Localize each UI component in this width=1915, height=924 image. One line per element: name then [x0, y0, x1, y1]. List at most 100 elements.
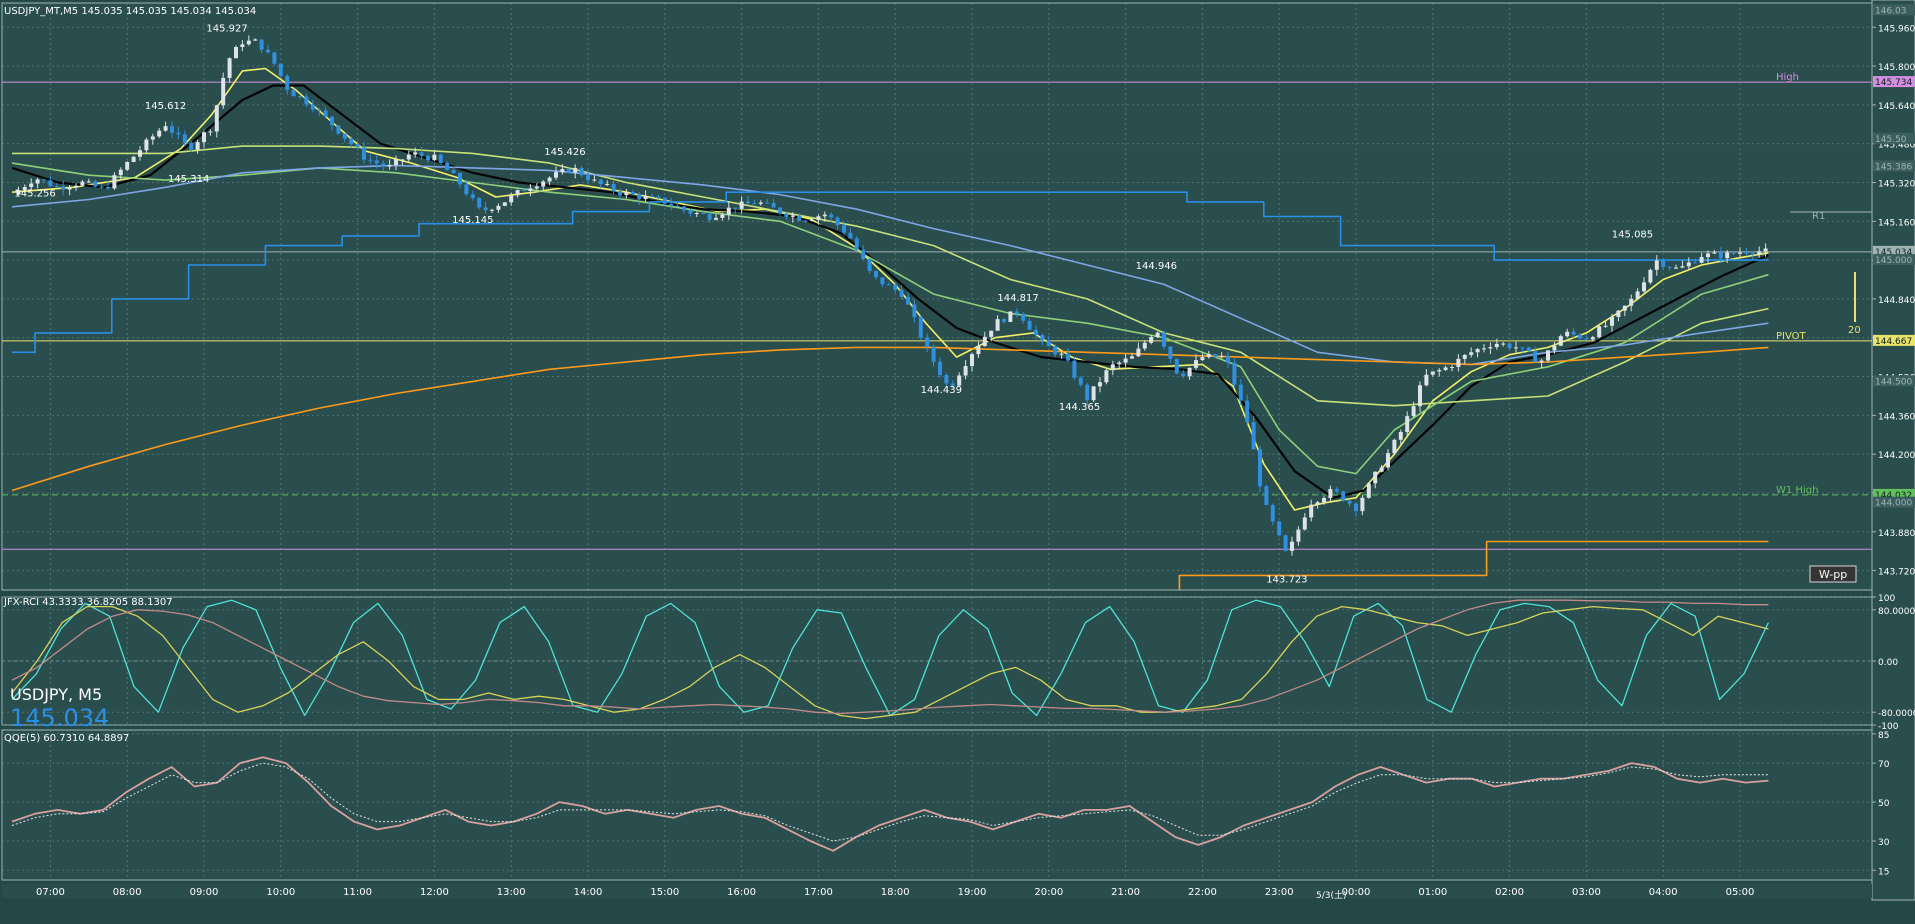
candle-body: [1642, 282, 1646, 292]
candle-body: [944, 375, 949, 384]
axis-level-tag: [1873, 496, 1915, 508]
candle-body: [1744, 252, 1749, 254]
candle-body: [1635, 291, 1640, 299]
candle-body: [355, 144, 360, 148]
candle-body: [1110, 364, 1115, 371]
candle-body: [86, 181, 91, 183]
candle-body: [1354, 503, 1358, 512]
axis-level-text: 146.03: [1875, 6, 1907, 16]
rci-title: JFX-RCI 43.3333 36.8205 88.1307: [3, 597, 173, 608]
price-annotation: 144.365: [1059, 402, 1100, 413]
candle-body: [413, 152, 418, 155]
price-annotation: 145.612: [145, 101, 186, 112]
price-tick-label: 145.800: [1878, 63, 1915, 73]
price-tick-label: 145.480: [1878, 141, 1915, 151]
x-tick-label: 10:00: [266, 887, 295, 898]
candle-body: [310, 104, 315, 110]
candle-body: [918, 317, 923, 338]
candle-body: [214, 105, 219, 132]
candle-body: [522, 190, 526, 192]
candle-body: [1021, 313, 1026, 321]
candle-body: [1558, 336, 1563, 346]
candle-body: [534, 186, 539, 189]
candle-body: [1603, 325, 1608, 327]
x-tick-label: 17:00: [804, 887, 833, 898]
candle-body: [1373, 471, 1378, 484]
qqe-title: QQE(5) 60.7310 64.8897: [4, 733, 129, 744]
candle-body: [1078, 377, 1083, 385]
candle-body: [1219, 356, 1224, 358]
candle-body: [765, 202, 770, 204]
candle-body: [874, 270, 878, 278]
candle-body: [1142, 342, 1147, 349]
candle-body: [246, 40, 251, 45]
candle-body: [317, 109, 322, 111]
candle-body: [906, 296, 910, 305]
candle-body: [381, 163, 386, 167]
candle-body: [330, 116, 334, 126]
price-tick-label: 145.320: [1878, 179, 1915, 189]
hline-label: W1 High: [1776, 485, 1818, 496]
candle-body: [189, 142, 194, 150]
candle-body: [1731, 252, 1736, 254]
candle-body: [1200, 357, 1205, 361]
candle-body: [995, 319, 1000, 331]
axis-level-tag: [1873, 132, 1915, 144]
candle-body: [1546, 350, 1550, 361]
price-annotation: 145.256: [14, 188, 55, 199]
pane-main[interactable]: [1, 2, 1873, 591]
candle-body: [554, 172, 558, 178]
candle-body: [1213, 354, 1218, 358]
qqe-line-qqe_signal: [11, 762, 1769, 842]
candle-body: [1494, 343, 1499, 348]
candle-body: [656, 196, 661, 198]
candle-body: [810, 219, 814, 221]
candle-body: [528, 188, 533, 191]
candle-body: [1430, 371, 1435, 375]
candle-body: [1059, 353, 1064, 355]
candle-body: [1347, 500, 1352, 504]
qqe-tick-label: 50: [1878, 799, 1890, 809]
candle-body: [1091, 386, 1096, 401]
wpp-box: W-pp: [1809, 565, 1857, 583]
candle-body: [1386, 453, 1390, 468]
candle-body: [221, 77, 226, 106]
candle-body: [304, 96, 309, 105]
candle-body: [1002, 319, 1006, 322]
candle-body: [496, 205, 501, 210]
candle-body: [1718, 252, 1723, 259]
candle-body: [1251, 422, 1256, 450]
candle-body: [176, 132, 181, 135]
candle-body: [925, 337, 930, 347]
candle-body: [22, 187, 27, 190]
candle-body: [662, 197, 667, 204]
candle-body: [1341, 491, 1346, 501]
candle-body: [1418, 385, 1422, 407]
candle-body: [477, 198, 482, 208]
candle-body: [630, 192, 635, 195]
candle-body: [1661, 260, 1666, 267]
candle-body: [912, 304, 917, 318]
candle-body: [1008, 311, 1013, 322]
candle-body: [1571, 331, 1576, 335]
candle-body: [227, 58, 232, 78]
candle-body: [822, 214, 827, 217]
rci-tick-label: 0.00: [1878, 658, 1898, 668]
candle-body: [1296, 529, 1301, 542]
candle-body: [1187, 367, 1192, 377]
ma-line-cloud_line_light: [12, 145, 1769, 407]
ma-line-ma_orange: [11, 346, 1769, 492]
candle-body: [1040, 335, 1045, 341]
candle-body: [1482, 348, 1486, 350]
pane-qqe[interactable]: [1, 729, 1873, 881]
x-tick-label: 20:00: [1034, 887, 1063, 898]
date-label: 5/3(土): [1316, 889, 1347, 901]
candle-body: [1686, 262, 1691, 267]
candle-body: [970, 354, 974, 367]
candle-body: [106, 186, 110, 189]
candle-body: [547, 177, 552, 182]
candle-body: [1328, 488, 1333, 499]
price-tag: [1873, 245, 1915, 257]
